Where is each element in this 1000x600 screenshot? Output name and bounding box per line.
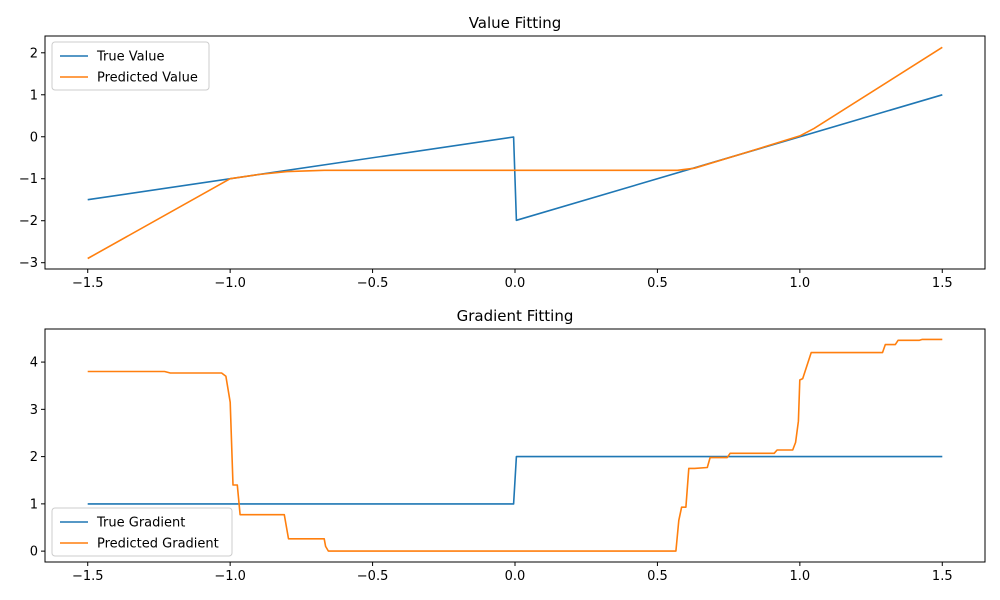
series-lines bbox=[87, 46, 943, 260]
legend-box bbox=[51, 41, 210, 91]
legend-box bbox=[51, 507, 233, 557]
legend: True Value Predicted Value bbox=[51, 41, 210, 91]
x-tick-label: −1.0 bbox=[214, 276, 246, 291]
legend-label-1: Predicted Value bbox=[97, 71, 198, 86]
y-axis: 0 1 2 3 4 bbox=[30, 356, 45, 560]
x-tick-label: −1.5 bbox=[72, 569, 104, 584]
chart-title: Value Fitting bbox=[469, 14, 562, 32]
legend-label-1: Predicted Gradient bbox=[97, 537, 219, 552]
x-tick-label: −1.5 bbox=[72, 276, 104, 291]
y-tick-label: 1 bbox=[30, 497, 38, 512]
x-tick-label: −0.5 bbox=[357, 569, 389, 584]
series-line-1 bbox=[87, 46, 943, 260]
y-tick-label: 2 bbox=[30, 46, 38, 61]
value-fitting-chart: Value Fitting −1.5 −1.0 −0.5 0.0 0.5 1.0 1.5 −… bbox=[19, 14, 986, 291]
x-axis: −1.5 −1.0 −0.5 0.0 0.5 1.0 1.5 bbox=[72, 562, 953, 584]
legend-label-0: True Value bbox=[96, 50, 164, 65]
y-tick-label: 1 bbox=[30, 88, 38, 103]
x-tick-label: 1.0 bbox=[790, 276, 811, 291]
y-tick-label: 0 bbox=[30, 130, 38, 145]
chart-title: Gradient Fitting bbox=[457, 307, 574, 325]
y-axis: −3 −2 −1 0 1 2 bbox=[19, 46, 45, 271]
x-tick-label: 0.5 bbox=[647, 569, 668, 584]
x-tick-label: 1.5 bbox=[932, 276, 953, 291]
y-tick-label: −2 bbox=[19, 214, 38, 229]
series-lines bbox=[87, 338, 943, 552]
x-tick-label: 1.0 bbox=[790, 569, 811, 584]
legend: True Gradient Predicted Gradient bbox=[51, 507, 233, 557]
x-tick-label: 0.0 bbox=[505, 569, 526, 584]
y-tick-label: 3 bbox=[30, 403, 38, 418]
x-tick-label: −1.0 bbox=[214, 569, 246, 584]
legend-label-0: True Gradient bbox=[96, 516, 185, 531]
x-tick-label: 0.5 bbox=[647, 276, 668, 291]
x-tick-label: 0.0 bbox=[505, 276, 526, 291]
x-axis: −1.5 −1.0 −0.5 0.0 0.5 1.0 1.5 bbox=[72, 269, 953, 291]
gradient-fitting-chart: Gradient Fitting −1.5 −1.0 −0.5 0.0 0.5 1.0 1.… bbox=[30, 307, 986, 584]
y-tick-label: 4 bbox=[30, 356, 38, 371]
y-tick-label: 2 bbox=[30, 450, 38, 465]
y-tick-label: −1 bbox=[19, 172, 38, 187]
series-line-0 bbox=[87, 455, 943, 505]
x-tick-label: −0.5 bbox=[357, 276, 389, 291]
series-line-1 bbox=[87, 338, 943, 552]
y-tick-label: 0 bbox=[30, 545, 38, 560]
x-tick-label: 1.5 bbox=[932, 569, 953, 584]
y-tick-label: −3 bbox=[19, 256, 38, 271]
